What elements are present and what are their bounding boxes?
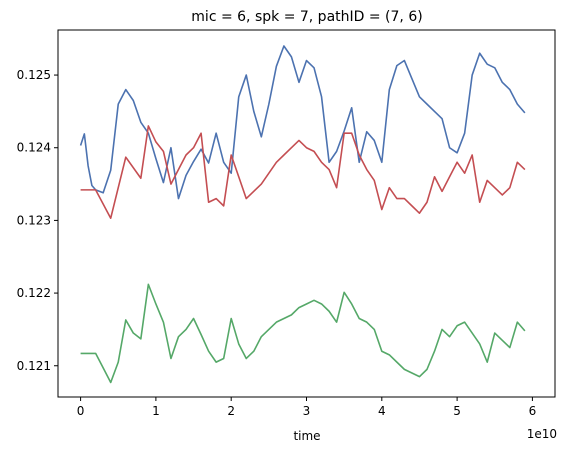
plot-frame [57, 29, 556, 398]
y-tick-label: 0.123 [17, 213, 51, 227]
y-tick-label: 0.122 [17, 286, 51, 300]
x-offset-label: 1e10 [527, 427, 557, 441]
x-tick-label: 4 [378, 404, 386, 418]
series-layer [79, 45, 526, 384]
y-tick-label: 0.125 [17, 68, 51, 82]
series-line-3 [80, 283, 526, 384]
x-tick-label: 5 [453, 404, 461, 418]
x-tick-label: 3 [303, 404, 311, 418]
x-tick-label: 2 [227, 404, 235, 418]
series-line-2 [80, 125, 526, 220]
x-axis: 0 1 2 3 4 5 6 [77, 397, 536, 418]
y-tick-label: 0.124 [17, 141, 51, 155]
y-tick-label: 0.121 [17, 359, 51, 373]
x-axis-label: time [293, 429, 320, 443]
x-tick-label: 0 [77, 404, 85, 418]
series-line-1 [79, 45, 526, 200]
y-axis: 0.121 0.122 0.123 0.124 0.125 [17, 68, 58, 373]
plot-area [57, 29, 556, 398]
x-tick-label: 6 [529, 404, 537, 418]
x-tick-label: 1 [152, 404, 160, 418]
chart-title: mic = 6, spk = 7, pathID = (7, 6) [191, 9, 422, 25]
